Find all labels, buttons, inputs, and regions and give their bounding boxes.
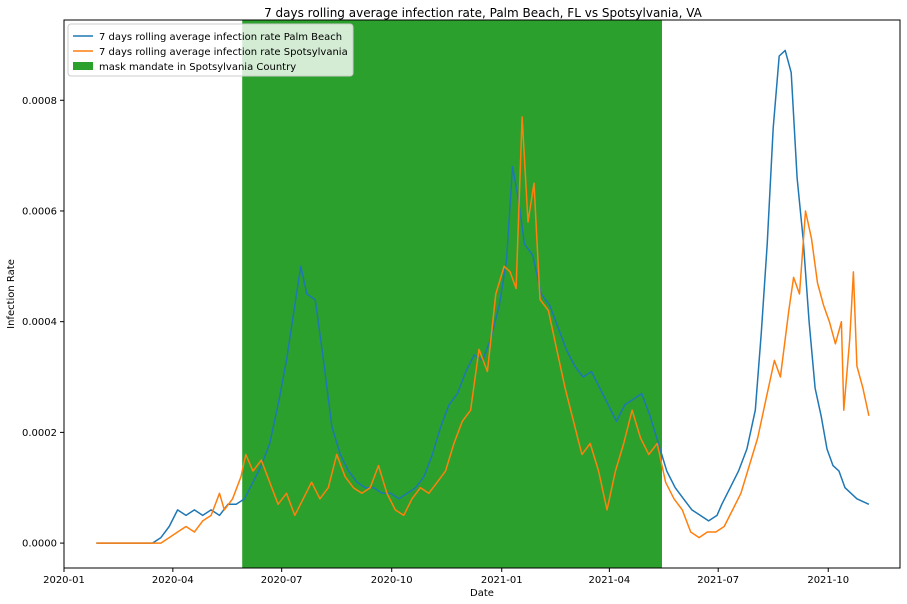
y-axis: 0.0000 0.0002 0.0004 0.0006 0.0008 xyxy=(22,96,64,550)
plot-area xyxy=(63,19,901,569)
legend: 7 days rolling average infection rate Pa… xyxy=(67,23,354,77)
legend-label-palm-beach: 7 days rolling average infection rate Pa… xyxy=(99,32,342,43)
y-tick-label: 0.0000 xyxy=(22,539,57,550)
series-layer xyxy=(96,49,870,544)
y-tick-label: 0.0004 xyxy=(22,317,57,328)
y-axis-label: Infection Rate xyxy=(6,259,17,329)
x-tick-label: 2020-07 xyxy=(261,575,303,586)
shade-layer xyxy=(242,20,662,568)
x-axis-label: Date xyxy=(470,588,494,599)
x-tick-label: 2021-10 xyxy=(807,575,849,586)
x-tick-label: 2020-01 xyxy=(43,575,85,586)
plot-frame xyxy=(63,19,901,569)
chart-title: 7 days rolling average infection rate, P… xyxy=(264,6,703,20)
x-tick-label: 2021-04 xyxy=(588,575,630,586)
y-tick-label: 0.0006 xyxy=(22,206,57,217)
legend-swatch-mask-mandate xyxy=(73,62,93,70)
legend-label-mask-mandate: mask mandate in Spotsylvania Country xyxy=(99,62,296,73)
x-tick-label: 2020-10 xyxy=(371,575,413,586)
x-tick-label: 2020-04 xyxy=(152,575,194,586)
x-tick-label: 2021-01 xyxy=(481,575,523,586)
series-line-1 xyxy=(96,116,870,544)
legend-label-spotsylvania: 7 days rolling average infection rate Sp… xyxy=(99,47,348,58)
mask-mandate-region xyxy=(242,20,662,568)
legend-box xyxy=(67,23,354,77)
series-line-0 xyxy=(96,49,870,544)
y-tick-label: 0.0002 xyxy=(22,428,57,439)
x-tick-label: 2021-07 xyxy=(697,575,739,586)
y-tick-label: 0.0008 xyxy=(22,96,57,107)
x-axis: 2020-01 2020-04 2020-07 2020-10 2021-01 2021-… xyxy=(43,568,849,586)
